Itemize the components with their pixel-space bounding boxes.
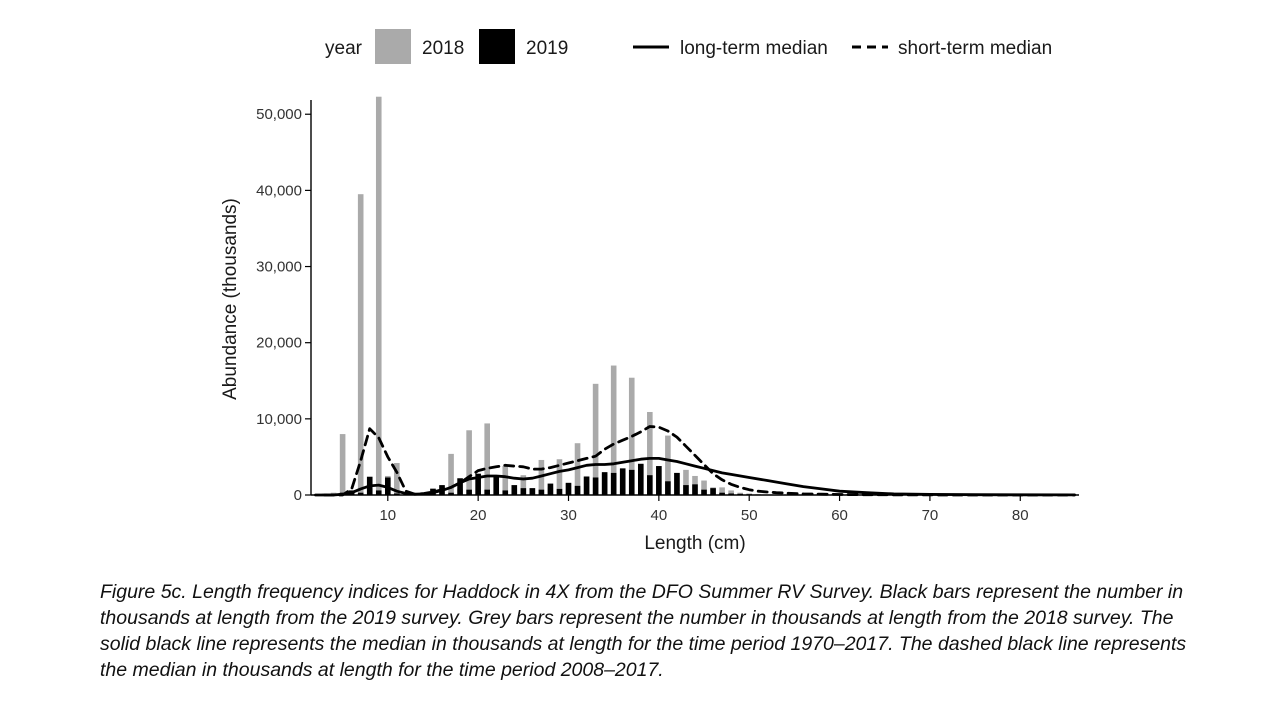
bar-2018-33cm [592, 383, 599, 495]
bar-2019-47cm [719, 492, 725, 495]
x-axis-title: Length (cm) [644, 533, 745, 554]
bar-2019-44cm [692, 484, 698, 495]
bar-2019-17cm [448, 492, 454, 495]
bar-2018-21cm [484, 423, 490, 495]
y-tick-label: 0 [294, 487, 302, 504]
y-tick-label: 50,000 [256, 106, 302, 123]
bar-2018-47cm [719, 487, 725, 495]
x-tick-label: 10 [379, 507, 396, 524]
bar-2018-9cm [375, 96, 382, 495]
bar-2019-27cm [538, 489, 545, 495]
legend-swatch-2019 [479, 29, 515, 64]
legend-label-2019: 2019 [526, 38, 568, 59]
bar-2018-31cm [574, 443, 581, 495]
bar-2018-5cm [339, 434, 346, 495]
plot-area: 0 10,000 20,000 30,000 40,000 50,000 10 20 30 40 5… [256, 96, 1079, 524]
bar-2019-31cm [574, 485, 581, 495]
bar-2018-25cm [520, 475, 527, 495]
bar-2018-19cm [466, 430, 472, 495]
bar-2018-45cm [701, 480, 707, 495]
bar-2018-29cm [556, 459, 563, 495]
axes-layer: 0 10,000 20,000 30,000 40,000 50,000 10 20 30 40 5… [256, 100, 1079, 524]
bar-2019-28cm [547, 483, 554, 495]
median-lines-layer [314, 425, 1076, 497]
legend-swatch-2018 [375, 29, 411, 64]
bar-2019-39cm [647, 475, 653, 495]
x-tick-label: 80 [1012, 507, 1029, 524]
bar-2019-48cm [728, 493, 734, 495]
bar-2019-29cm [556, 488, 563, 495]
x-tick-label: 20 [470, 507, 487, 524]
bar-2019-32cm [583, 476, 590, 495]
y-tick-label: 40,000 [256, 182, 302, 199]
x-tick-label: 50 [741, 507, 758, 524]
bar-2019-18cm [457, 478, 463, 495]
bar-2019-25cm [520, 488, 527, 495]
bar-2019-33cm [592, 477, 599, 495]
bars-layer [321, 96, 771, 496]
bar-2018-17cm [448, 453, 454, 495]
x-tick-label: 40 [651, 507, 668, 524]
bar-2018-41cm [665, 435, 671, 495]
bar-2018-35cm [610, 365, 617, 495]
bar-2018-39cm [647, 411, 653, 495]
bar-2019-30cm [565, 482, 572, 495]
bar-2019-37cm [628, 469, 635, 495]
legend-label-2018: 2018 [422, 38, 464, 59]
bar-2019-38cm [637, 463, 644, 495]
bar-2019-45cm [701, 489, 707, 495]
y-axis-title: Abundance (thousands) [220, 198, 241, 400]
bar-2018-43cm [683, 469, 689, 495]
bar-2018-23cm [502, 466, 509, 495]
bar-2019-20cm [475, 473, 481, 495]
y-tick-label: 10,000 [256, 411, 302, 428]
bar-2019-22cm [493, 475, 500, 495]
y-tick-label: 30,000 [256, 259, 302, 276]
bar-2019-21cm [484, 489, 490, 495]
legend-title: year [325, 38, 363, 59]
bar-2018-11cm [394, 463, 400, 495]
legend-label-short-term-median: short-term median [898, 38, 1052, 59]
short-term-median-line [323, 425, 1076, 497]
bar-2019-26cm [529, 488, 536, 495]
bar-2019-11cm [394, 493, 400, 495]
bar-2018-48cm [728, 490, 734, 495]
bar-2019-24cm [511, 485, 518, 495]
bar-2018-7cm [357, 194, 364, 495]
bar-2019-34cm [601, 472, 608, 495]
y-tick-label: 20,000 [256, 335, 302, 352]
bar-2019-36cm [619, 468, 626, 495]
length-frequency-chart: year 2018 2019 long-term median short-te… [220, 29, 1079, 554]
bar-2019-35cm [610, 472, 617, 495]
bar-2019-41cm [665, 481, 671, 495]
figure-caption: Figure 5c. Length frequency indices for … [100, 581, 1187, 681]
bar-2019-19cm [466, 489, 472, 495]
bar-2019-43cm [683, 485, 689, 495]
bar-2019-40cm [656, 466, 662, 495]
x-tick-label: 60 [831, 507, 848, 524]
bar-2018-27cm [538, 459, 545, 495]
x-tick-label: 30 [560, 507, 577, 524]
chart-legend: year 2018 2019 long-term median short-te… [325, 29, 1052, 64]
bar-2019-46cm [710, 488, 716, 495]
bar-2019-23cm [502, 490, 509, 495]
legend-label-long-term-median: long-term median [680, 38, 828, 59]
bar-2019-7cm [357, 492, 364, 495]
bar-2019-42cm [674, 472, 680, 495]
bar-2019-9cm [375, 490, 382, 495]
x-tick-label: 70 [922, 507, 939, 524]
